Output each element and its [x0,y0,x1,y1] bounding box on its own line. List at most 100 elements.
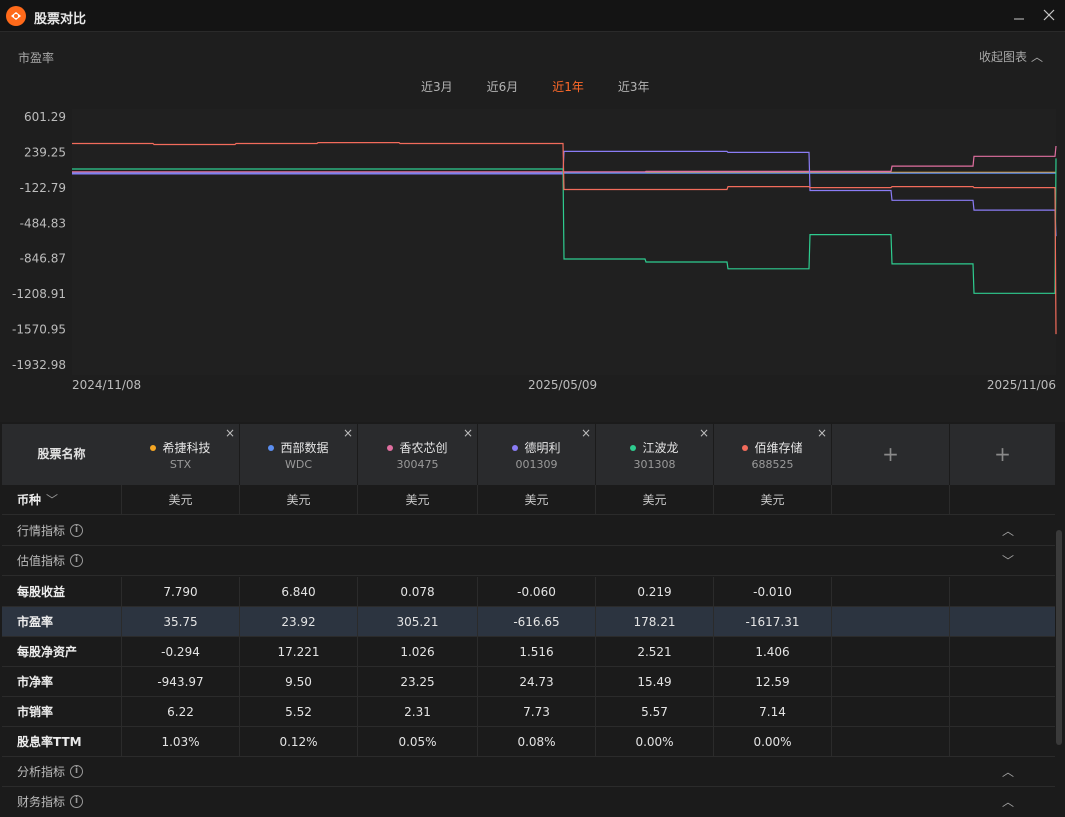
x-tick-label: 2024/11/08 [72,378,141,392]
section-label: 估值指标 [17,554,65,568]
section-valuation[interactable]: 估值指标 i ﹀ [2,546,1055,576]
y-tick-label: -1208.91 [12,287,66,301]
x-tick-label: 2025/05/09 [528,378,597,392]
value-cell: -943.97 [122,667,240,697]
empty-cell [832,727,950,757]
empty-cell [950,697,1055,727]
value-cell: 6.22 [122,697,240,727]
stock-column-300475[interactable]: 香农芯创 300475 × [358,424,478,485]
remove-stock-icon[interactable]: × [463,426,473,440]
row-label: 每股净资产 [2,637,122,667]
app-logo-icon [6,6,26,26]
value-cell: -0.294 [122,637,240,667]
empty-cell [832,697,950,727]
value-cell: 7.73 [478,697,596,727]
chevron-up-icon[interactable]: ︿ [1002,757,1014,787]
remove-stock-icon[interactable]: × [817,426,827,440]
add-stock-button[interactable]: + [950,424,1055,485]
stock-code: WDC [240,458,357,471]
value-cell: 0.219 [596,577,714,607]
series-dot-icon [512,445,518,451]
currency-selector[interactable]: 币种﹀ [2,485,122,515]
minimize-icon[interactable] [1011,7,1027,23]
value-cell: 23.92 [240,607,358,637]
y-tick-label: -122.79 [20,181,66,195]
info-icon[interactable]: i [70,795,83,808]
empty-cell [950,485,1055,515]
row-label: 市净率 [2,667,122,697]
currency-value: 美元 [122,485,240,515]
empty-cell [832,485,950,515]
y-tick-label: 601.29 [24,110,66,124]
stock-column-688525[interactable]: 佰维存储 688525 × [714,424,832,485]
close-icon[interactable] [1041,7,1057,23]
value-cell: 15.49 [596,667,714,697]
value-cell: 7.790 [122,577,240,607]
stock-column-001309[interactable]: 德明利 001309 × [478,424,596,485]
row-label: 股息率TTM [2,727,122,757]
value-cell: 0.078 [358,577,478,607]
value-cell: 12.59 [714,667,832,697]
chevron-down-icon[interactable]: ﹀ [1002,546,1014,576]
vertical-scrollbar[interactable] [1056,530,1062,745]
currency-value: 美元 [596,485,714,515]
remove-stock-icon[interactable]: × [699,426,709,440]
value-cell: 35.75 [122,607,240,637]
value-cell: 6.840 [240,577,358,607]
stock-name: 希捷科技 [162,441,210,455]
value-cell: 5.57 [596,697,714,727]
y-tick-label: -1932.98 [12,358,66,372]
value-cell: 23.25 [358,667,478,697]
info-icon[interactable]: i [70,765,83,778]
stock-column-wdc[interactable]: 西部数据 WDC × [240,424,358,485]
value-cell: 0.05% [358,727,478,757]
section-label: 行情指标 [17,524,65,538]
stock-column-301308[interactable]: 江波龙 301308 × [596,424,714,485]
remove-stock-icon[interactable]: × [343,426,353,440]
stock-name-header: 股票名称 [2,424,121,485]
remove-stock-icon[interactable]: × [225,426,235,440]
section-label: 财务指标 [17,795,65,809]
chevron-up-icon[interactable]: ︿ [1002,516,1014,546]
stock-name: 江波龙 [642,441,678,455]
value-cell: 0.08% [478,727,596,757]
info-icon[interactable]: i [70,524,83,537]
empty-cell [832,667,950,697]
y-tick-label: -846.87 [20,252,66,266]
stock-code: 001309 [478,458,595,471]
chevron-down-icon: ﹀ [46,493,58,507]
currency-value: 美元 [478,485,596,515]
row-label: 市盈率 [2,607,122,637]
empty-cell [950,577,1055,607]
add-stock-button[interactable]: + [832,424,950,485]
empty-cell [832,607,950,637]
empty-cell [832,637,950,667]
stock-name: 西部数据 [280,441,328,455]
stock-code: STX [122,458,239,471]
stock-code: 688525 [714,458,831,471]
value-cell: 0.00% [714,727,832,757]
y-tick-label: 239.25 [24,145,66,159]
remove-stock-icon[interactable]: × [581,426,591,440]
value-cell: 17.221 [240,637,358,667]
value-cell: -1617.31 [714,607,832,637]
info-icon[interactable]: i [70,554,83,567]
value-cell: -616.65 [478,607,596,637]
value-cell: -0.010 [714,577,832,607]
value-cell: 1.026 [358,637,478,667]
series-dot-icon [387,445,393,451]
section-analysis[interactable]: 分析指标 i ︿ [2,757,1055,787]
value-cell: 1.03% [122,727,240,757]
series-dot-icon [268,445,274,451]
stock-name: 德明利 [524,441,560,455]
section-label: 分析指标 [17,765,65,779]
value-cell: 0.12% [240,727,358,757]
stock-column-stx[interactable]: 希捷科技 STX × [122,424,240,485]
section-market[interactable]: 行情指标 i ︿ [2,516,1055,546]
